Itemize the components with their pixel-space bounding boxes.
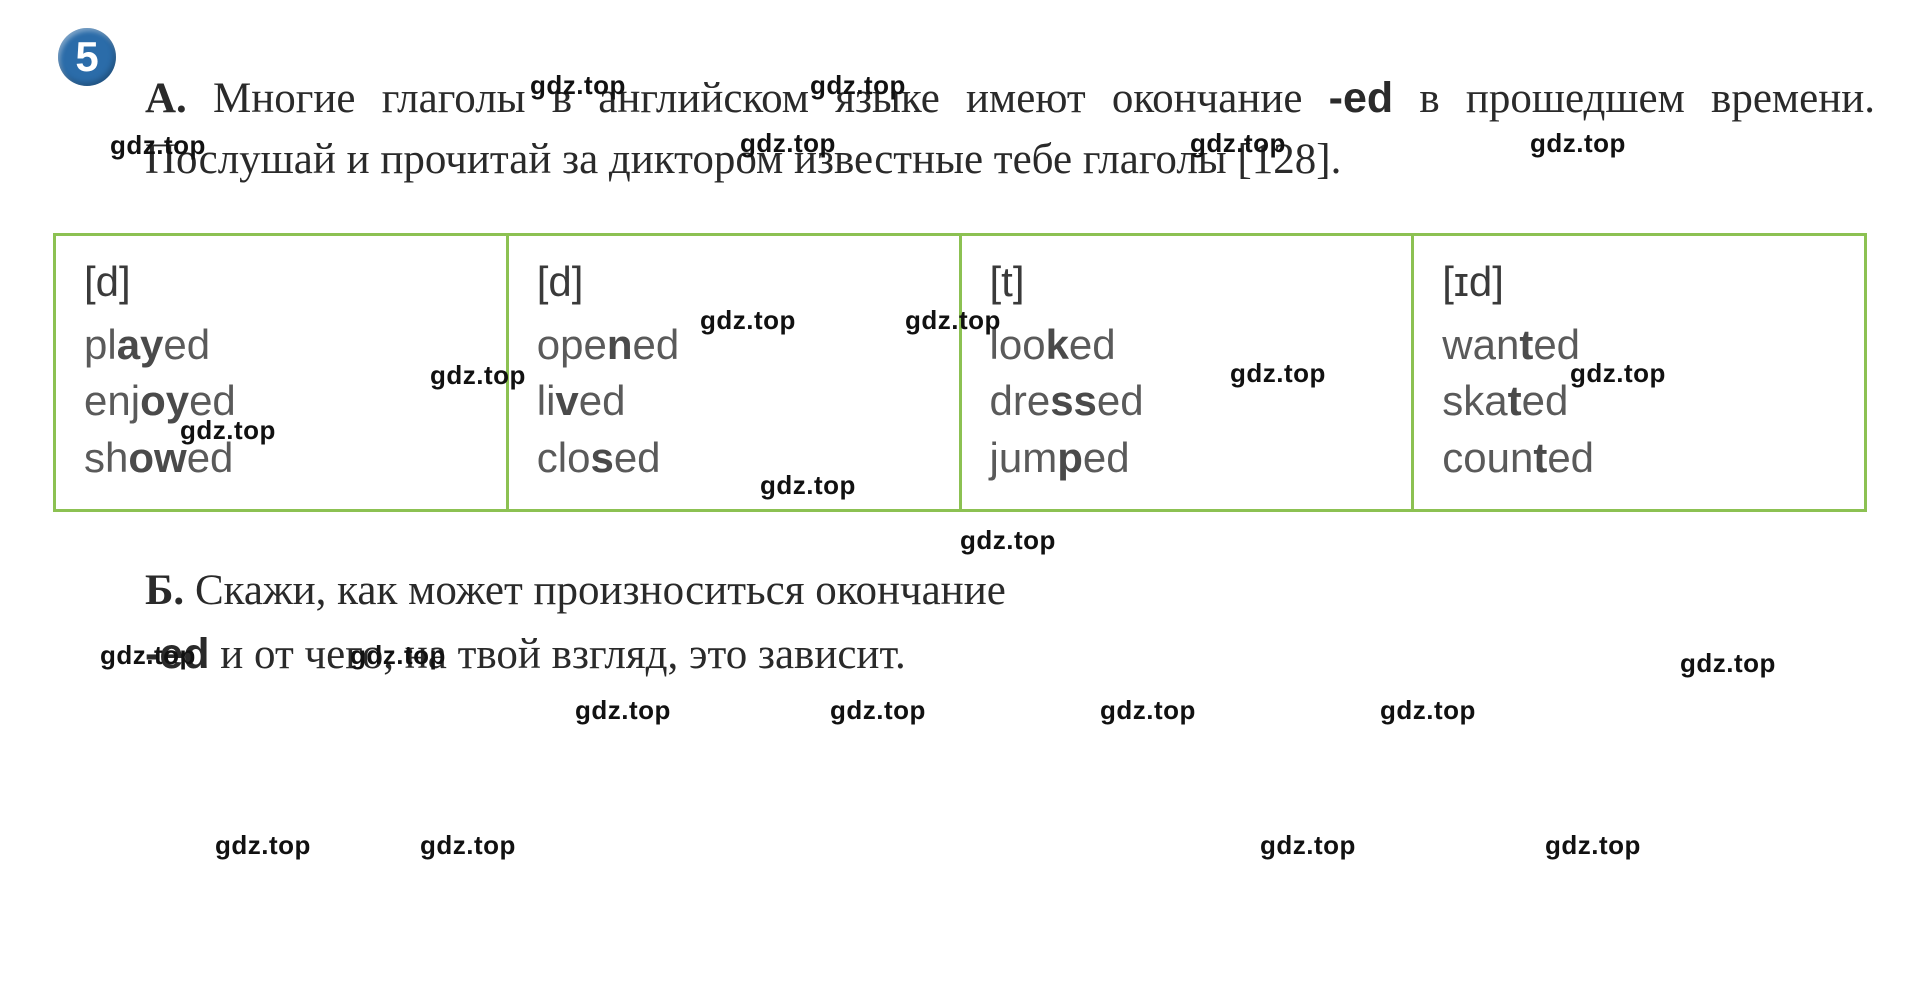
- outro-text-2: и от чего, на твой взгляд, это зависит.: [210, 631, 906, 678]
- watermark-text: gdz.top: [215, 830, 311, 861]
- verb-cell: [ɪd] wantedskatedcounted: [1413, 235, 1866, 511]
- verb-table: [d] playedenjoyedshowed [d] openedlivedclos…: [53, 233, 1867, 512]
- verb-word: looked: [990, 317, 1384, 374]
- verb-cell: [d] openedlivedclosed: [507, 235, 960, 511]
- verb-cell: [t] lookeddressedjumped: [960, 235, 1413, 511]
- watermark-text: gdz.top: [575, 695, 671, 726]
- exercise-number-badge: 5: [58, 28, 116, 86]
- ed-suffix: -ed: [1329, 74, 1394, 122]
- verb-word: dressed: [990, 373, 1384, 430]
- watermark-text: gdz.top: [1545, 830, 1641, 861]
- intro-paragraph: А. Многие глаголы в английском языке име…: [145, 68, 1875, 190]
- verb-table-wrap: [d] playedenjoyedshowed [d] openedlivedclos…: [53, 233, 1867, 512]
- intro-text-1: Многие глаголы в английском языке имеют …: [213, 75, 1329, 122]
- verb-word: counted: [1442, 430, 1836, 487]
- verb-word: wanted: [1442, 317, 1836, 374]
- part-a-label: А.: [145, 75, 187, 122]
- exercise-number: 5: [75, 33, 98, 81]
- watermark-text: gdz.top: [960, 525, 1056, 556]
- ipa-label: [ɪd]: [1442, 254, 1836, 311]
- verb-word: opened: [537, 317, 931, 374]
- watermark-text: gdz.top: [1380, 695, 1476, 726]
- verb-word: enjoyed: [84, 373, 478, 430]
- ipa-label: [t]: [990, 254, 1384, 311]
- verb-word: closed: [537, 430, 931, 487]
- ipa-label: [d]: [537, 254, 931, 311]
- watermark-text: gdz.top: [830, 695, 926, 726]
- part-b-label: Б.: [145, 567, 184, 614]
- verb-word: played: [84, 317, 478, 374]
- watermark-text: gdz.top: [420, 830, 516, 861]
- outro-paragraph: Б. Скажи, как может произноситься оконча…: [145, 560, 1875, 687]
- watermark-text: gdz.top: [1260, 830, 1356, 861]
- verb-word: showed: [84, 430, 478, 487]
- watermark-text: gdz.top: [1100, 695, 1196, 726]
- verb-word: skated: [1442, 373, 1836, 430]
- ipa-label: [d]: [84, 254, 478, 311]
- verb-table-row: [d] playedenjoyedshowed [d] openedlivedclos…: [55, 235, 1866, 511]
- verb-cell: [d] playedenjoyedshowed: [55, 235, 508, 511]
- page: 5 А. Многие глаголы в английском языке и…: [0, 0, 1920, 984]
- verb-word: lived: [537, 373, 931, 430]
- ed-suffix: -ed: [145, 630, 210, 678]
- outro-text-1: Скажи, как может произноситься окончание: [195, 567, 1006, 614]
- verb-word: jumped: [990, 430, 1384, 487]
